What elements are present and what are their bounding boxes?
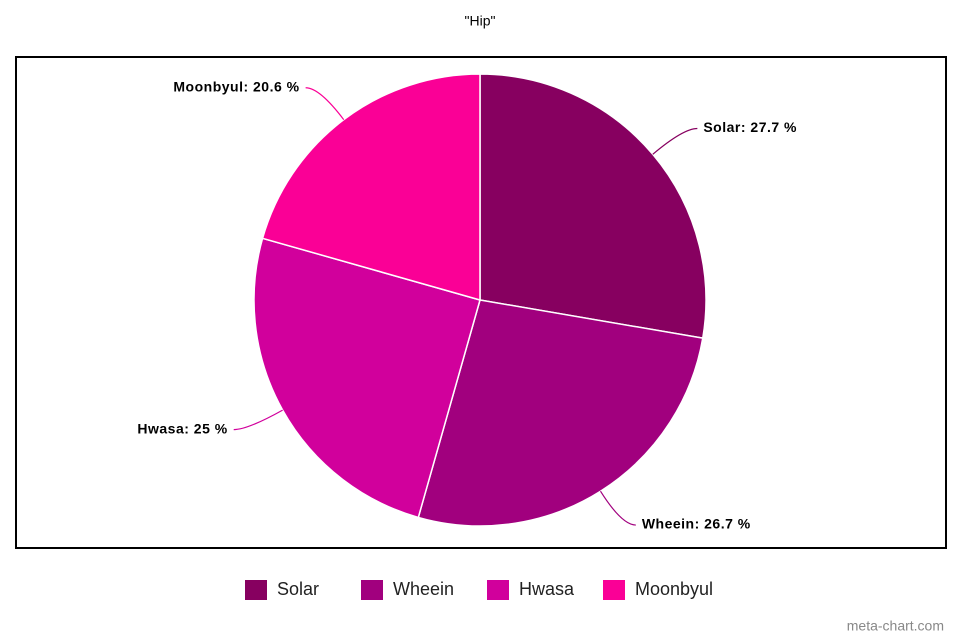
legend-label: Moonbyul [635, 579, 713, 599]
legend-label: Solar [277, 579, 319, 599]
legend-label: Wheein [393, 579, 454, 599]
leader-line [233, 409, 283, 431]
leader-line [599, 490, 636, 526]
pie-slice [261, 73, 481, 301]
legend-swatch [603, 580, 625, 600]
pie-slice [417, 299, 704, 527]
chart-title: "Hip" [465, 13, 496, 29]
data-label: Moonbyul: 20.6 % [173, 78, 299, 94]
legend-swatch [361, 580, 383, 600]
data-label: Wheein: 26.7 % [642, 516, 751, 532]
legend-swatch [487, 580, 509, 600]
data-label: Hwasa: 25 % [137, 420, 227, 436]
data-label: Solar: 27.7 % [703, 119, 797, 135]
legend-label: Hwasa [519, 579, 575, 599]
leader-line [305, 87, 345, 121]
pie-slice [253, 237, 481, 519]
watermark: meta-chart.com [847, 618, 944, 634]
legend-swatch [245, 580, 267, 600]
leader-line [652, 127, 698, 155]
